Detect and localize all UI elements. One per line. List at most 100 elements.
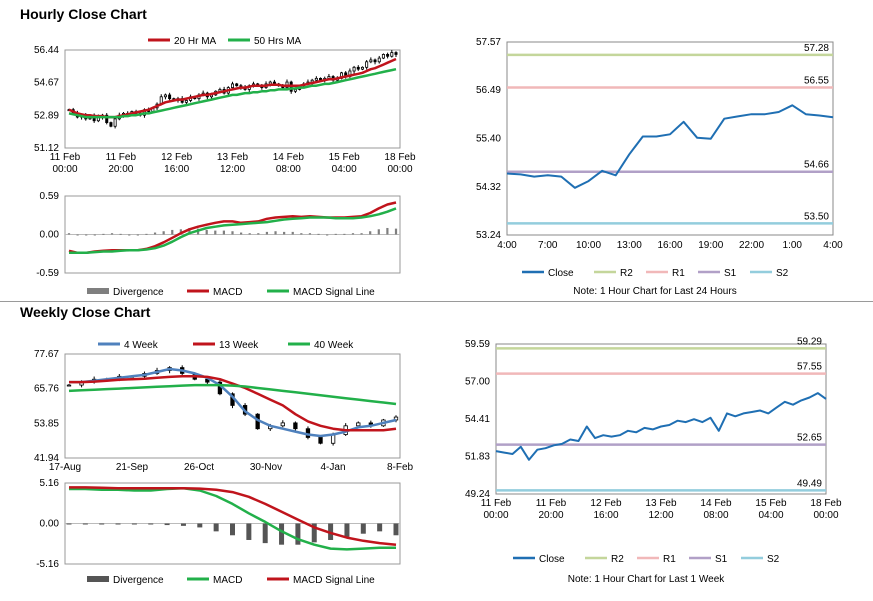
divergence-bar (99, 523, 105, 525)
candle-body (235, 83, 239, 87)
legend-label: S1 (724, 268, 737, 279)
divergence-bar (351, 233, 355, 235)
x-tick-label: 21-Sep (116, 462, 149, 473)
legend-label: Divergence (113, 287, 164, 298)
y-tick-label: 51.83 (465, 451, 490, 462)
x-tick-label: 18 Feb (810, 498, 842, 509)
legend-label: Divergence (113, 575, 164, 586)
candle-body (105, 114, 109, 123)
y-tick-label: -5.16 (36, 559, 59, 570)
candle-body (293, 422, 298, 430)
y-tick-label: 77.67 (34, 349, 59, 360)
divergence-bar (110, 233, 114, 235)
x-tick-label: 11 Feb (481, 498, 512, 509)
y-tick-label: 53.24 (476, 230, 501, 241)
divergence-bar (162, 231, 165, 235)
legend-label: S1 (715, 554, 728, 565)
candle-body (356, 66, 360, 70)
candle-body (113, 118, 117, 127)
x-tick-label: 16:00 (164, 164, 189, 175)
y-tick-label: 53.85 (34, 418, 59, 429)
divergence-bar (82, 523, 88, 525)
plot-area (495, 343, 827, 495)
divergence-bar (115, 523, 121, 525)
divergence-bar (153, 232, 157, 235)
y-tick-label: 59.59 (465, 339, 490, 350)
y-tick-label: 49.24 (465, 489, 490, 500)
level-label-s1: 54.66 (804, 160, 829, 171)
y-tick-label: 56.49 (476, 85, 501, 96)
x-tick-label: 12:00 (220, 164, 245, 175)
x-tick-label: 4:00 (823, 240, 843, 251)
divergence-bar (360, 233, 363, 235)
divergence-bar (386, 227, 389, 235)
x-tick-label: 10:00 (576, 240, 601, 251)
candle-body (365, 61, 369, 68)
candle-body (230, 83, 234, 88)
divergence-bar (76, 234, 79, 236)
divergence-bar (334, 233, 337, 235)
divergence-bar (274, 231, 277, 235)
x-tick-label: 08:00 (276, 164, 301, 175)
x-tick-label: 08:00 (703, 510, 728, 521)
y-tick-label: 54.41 (465, 414, 490, 425)
divergence-bar (279, 523, 285, 545)
divergence-bar (119, 233, 122, 235)
divergence-bar (213, 523, 219, 532)
ma50-line (68, 67, 397, 119)
x-tick-label: 12 Feb (590, 498, 622, 509)
hourly-title: Hourly Close Chart (20, 6, 147, 22)
y-tick-label: 5.16 (40, 478, 60, 489)
legend-swatch (87, 576, 109, 582)
x-tick-label: 8-Feb (387, 462, 414, 473)
divergence-bar (295, 523, 301, 545)
legend-label: R2 (611, 554, 624, 565)
candle-body (184, 100, 188, 103)
level-label-r2: 59.29 (797, 336, 822, 347)
legend-label: Close (548, 268, 574, 279)
x-tick-label: 14 Feb (700, 498, 732, 509)
candle-body (369, 59, 373, 63)
y-tick-label: 0.59 (40, 191, 60, 202)
section-divider (0, 301, 873, 302)
y-tick-label: 56.44 (34, 45, 59, 56)
legend-label: 4 Week (124, 340, 159, 351)
x-tick-label: 4-Jan (320, 462, 345, 473)
candle-body (394, 52, 398, 55)
candle-body (373, 59, 377, 63)
x-tick-label: 14 Feb (273, 152, 305, 163)
candle-body (66, 384, 72, 387)
x-tick-label: 26-Oct (184, 462, 214, 473)
divergence-bar (343, 233, 346, 235)
x-tick-label: 11 Feb (50, 152, 81, 163)
x-tick-label: 17-Aug (49, 462, 81, 473)
close-line (506, 104, 834, 189)
x-tick-label: 20:00 (108, 164, 133, 175)
candle-body (280, 422, 285, 427)
plot-area (64, 49, 401, 149)
legend-label: MACD (213, 575, 242, 586)
y-tick-label: 51.12 (34, 143, 59, 154)
legend-label: R1 (663, 554, 676, 565)
x-tick-label: 12 Feb (161, 152, 193, 163)
divergence-bar (102, 233, 105, 235)
divergence-bar (257, 233, 260, 235)
y-tick-label: 52.89 (34, 110, 59, 121)
x-tick-label: 13 Feb (217, 152, 249, 163)
x-tick-label: 00:00 (813, 510, 838, 521)
divergence-bar (93, 234, 96, 236)
legend-label: 40 Week (314, 340, 354, 351)
legend-label: MACD Signal Line (293, 287, 375, 298)
x-tick-label: 1:00 (783, 240, 803, 251)
candle-body (381, 54, 385, 59)
y-tick-label: 41.94 (34, 453, 59, 464)
hourly-pivot-chart: 57.57 56.49 55.40 54.32 53.24 57.28 56.55 54.66… (476, 37, 843, 297)
x-tick-label: 15 Feb (755, 498, 787, 509)
level-label-s2: 53.50 (804, 211, 829, 222)
legend-label: R1 (672, 268, 685, 279)
divergence-bar (66, 523, 72, 525)
x-tick-label: 30-Nov (250, 462, 282, 473)
divergence-bar (85, 234, 88, 236)
divergence-bar (171, 229, 174, 235)
legend-label: MACD Signal Line (293, 575, 375, 586)
